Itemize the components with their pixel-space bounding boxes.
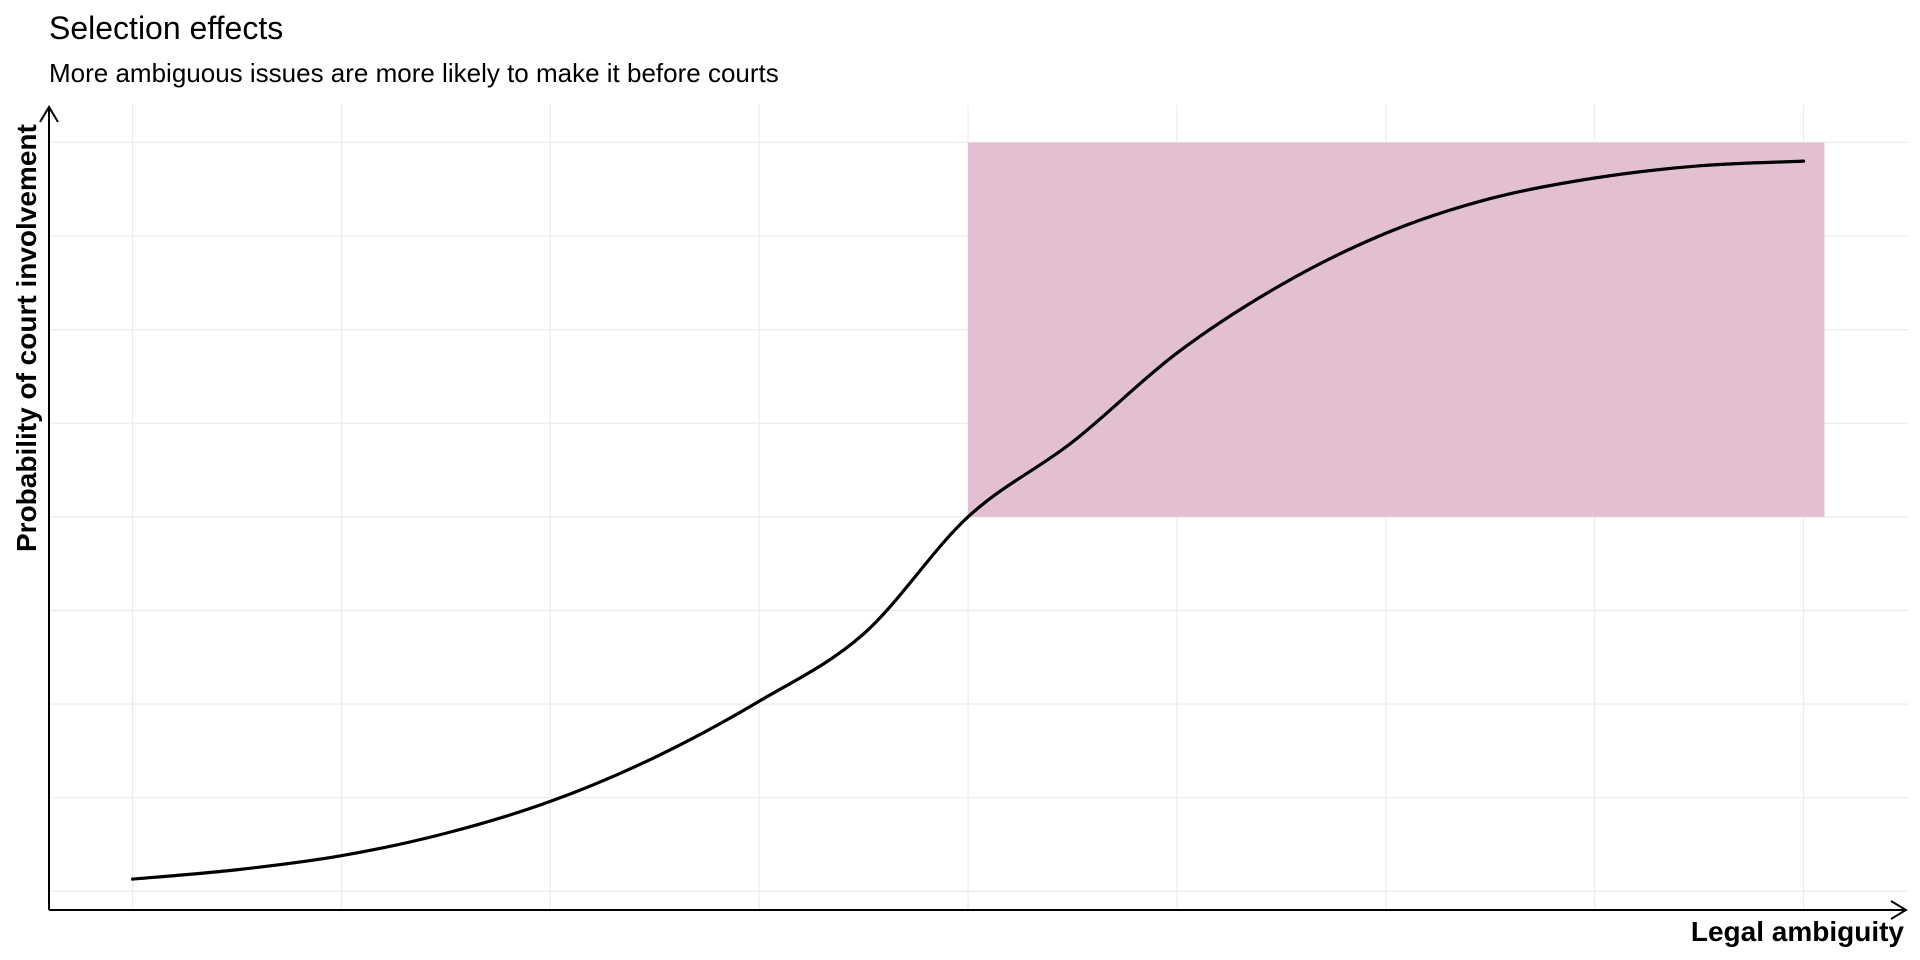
chart-title: Selection effects <box>49 10 284 46</box>
highlight-region-layer <box>968 142 1825 517</box>
y-axis-title: Probability of court involvement <box>11 124 42 552</box>
highlight-region <box>968 142 1825 517</box>
chart-subtitle: More ambiguous issues are more likely to… <box>49 58 779 88</box>
curve-layer <box>130 159 1806 881</box>
y-axis-arrow <box>39 105 59 123</box>
x-axis-arrow <box>1890 900 1908 920</box>
probability-curve <box>130 159 1806 881</box>
axes <box>39 105 1908 920</box>
x-axis-title: Legal ambiguity <box>1691 916 1905 947</box>
